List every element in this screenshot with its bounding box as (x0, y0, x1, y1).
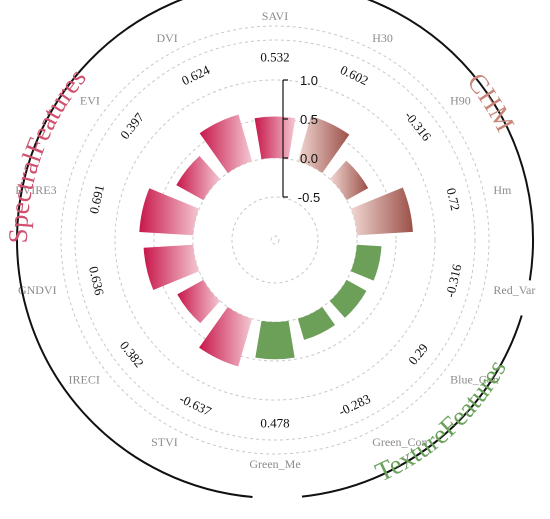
bar-red-var (350, 244, 382, 281)
bar-blue-con (329, 279, 367, 318)
category-label-savi: SAVI (262, 9, 288, 23)
category-labels: SAVI H30 H90 Hm Red_Var Blue_Con Green_Con Gree… (15, 9, 535, 471)
value-label-green-con: -0.283 (336, 391, 373, 419)
axis-tick-label-2: 0.5 (300, 112, 318, 127)
group-arc-2 (301, 315, 523, 498)
category-label-h90: H90 (450, 93, 471, 107)
value-label-ireci: 0.382 (117, 338, 147, 370)
grid-circle-3 (153, 118, 397, 362)
grid-circle-1 (231, 196, 319, 284)
value-label-stvi: -0.637 (177, 391, 214, 419)
category-label-green-con: Green_Con (372, 435, 427, 449)
group-arc-0 (16, 0, 253, 499)
value-label-gndvi: 0.636 (86, 265, 107, 297)
bar-green-me (255, 320, 295, 360)
bar-hm (350, 187, 413, 236)
bar-green-con (297, 306, 336, 340)
value-label-evi: 0.397 (117, 109, 147, 142)
radial-axis: -0.5 0.0 0.5 1.0 (282, 73, 320, 205)
category-label-h30: H30 (372, 31, 393, 45)
value-labels: 0.532 0.602 -0.316 0.72 -0.316 0.29 -0.283 0.47… (86, 50, 465, 431)
bar-gndvi (143, 244, 200, 291)
bar-ireci (177, 279, 221, 324)
bar-stvi (199, 306, 253, 367)
outer-guide-circle-0 (74, 39, 476, 441)
axis-tick-label-0: -0.5 (298, 190, 320, 205)
category-label-ireci: IRECI (69, 373, 100, 387)
group-label-0: SpectralFeatures (3, 63, 92, 244)
bars (139, 114, 413, 367)
axis-tick-label-1: 0.0 (300, 151, 318, 166)
category-label-evi: EVI (80, 93, 100, 107)
grid-circle-2 (192, 157, 358, 323)
group-arc-1 (366, 0, 534, 281)
value-label-blue-con: 0.29 (405, 341, 431, 368)
value-label-savi: 0.532 (260, 50, 289, 65)
category-label-evire3: EVIRE3 (15, 183, 56, 197)
axis-tick-label-3: 1.0 (300, 73, 318, 88)
category-label-green-me: Green_Me (249, 457, 300, 471)
value-label-red-var: -0.316 (442, 262, 464, 299)
category-label-stvi: STVI (151, 435, 178, 449)
category-label-dvi: DVI (156, 31, 177, 45)
value-label-h30: 0.602 (338, 62, 371, 88)
bar-evire3 (139, 188, 200, 236)
grid-circle-4 (114, 79, 436, 401)
bar-h90 (329, 160, 369, 201)
bar-dvi (199, 114, 253, 174)
value-label-evire3: 0.691 (86, 183, 107, 215)
value-label-green-me: 0.478 (260, 416, 289, 431)
value-label-h90: -0.316 (402, 108, 435, 144)
category-label-red-var: Red_Var (493, 283, 535, 297)
category-label-gndvi: GNDVI (18, 283, 57, 297)
category-label-blue-con: Blue_Con (450, 373, 499, 387)
bar-savi (254, 116, 296, 160)
outer-guide-circle-1 (60, 25, 490, 455)
value-label-dvi: 0.624 (179, 62, 212, 88)
grid-circle-0 (270, 235, 280, 245)
category-label-hm: Hm (493, 183, 512, 197)
value-label-hm: 0.72 (444, 187, 464, 213)
bar-evi (176, 155, 221, 201)
bar-h30 (297, 116, 350, 174)
grid-circles (60, 25, 490, 455)
